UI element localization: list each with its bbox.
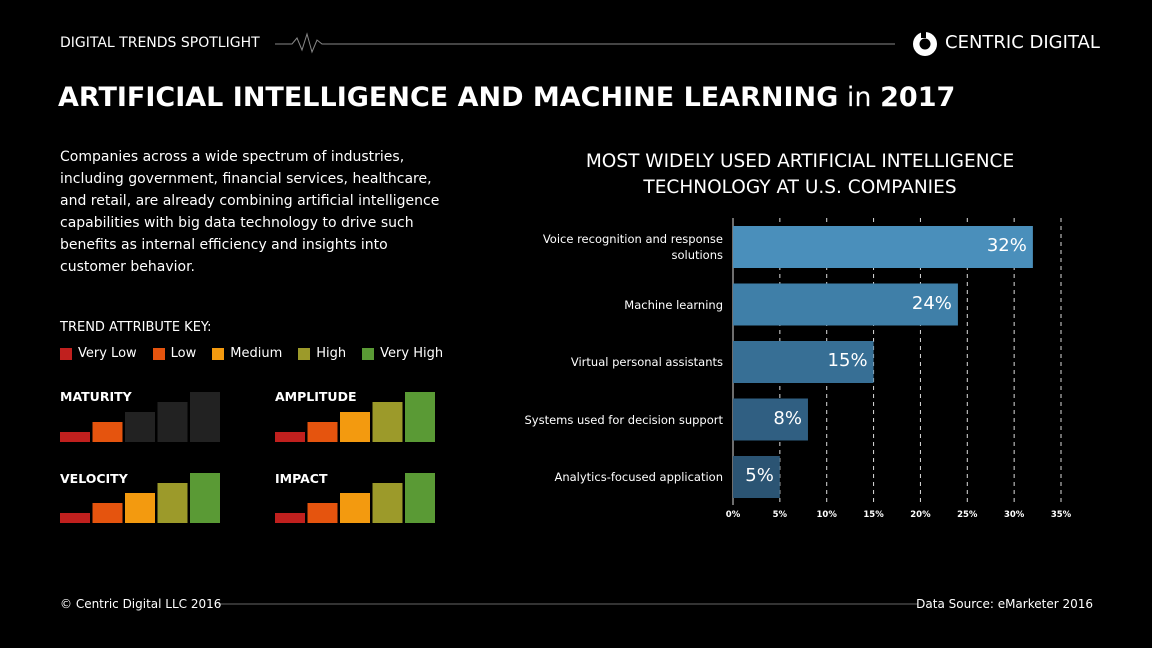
x-tick-label: 5%	[772, 510, 788, 520]
x-tick-label: 0%	[725, 510, 741, 520]
attribute-bar	[92, 422, 123, 442]
title-year: 2017	[880, 82, 956, 113]
brand: CENTRIC DIGITAL	[945, 32, 1100, 53]
header-rule	[275, 32, 895, 54]
key-item: Low	[152, 346, 197, 361]
attribute-bar	[125, 412, 155, 442]
attribute-bar	[157, 483, 188, 523]
logo-hole	[919, 38, 931, 50]
attribute-bar	[405, 473, 435, 523]
attribute-bar	[340, 412, 370, 442]
attribute-bar	[405, 392, 435, 442]
logo-cut	[921, 30, 926, 38]
title-connector: in	[846, 82, 872, 113]
key-label: High	[316, 346, 347, 361]
category-label: Systems used for decision support	[524, 412, 723, 427]
attribute-bar	[157, 402, 188, 442]
key-swatch	[298, 347, 311, 360]
x-tick-label: 15%	[863, 510, 884, 520]
category-label: Machine learning	[624, 297, 723, 312]
key-swatch	[152, 347, 165, 360]
attribute-name: IMPACT	[275, 471, 328, 486]
chart-title: MOST WIDELY USED ARTIFICIAL INTELLIGENCE…	[585, 151, 1015, 198]
attribute-bar	[190, 473, 220, 523]
category-label: Voice recognition and response solutions	[542, 232, 723, 262]
key-swatch	[362, 347, 375, 360]
attribute-bar	[275, 432, 305, 442]
attribute-bar	[92, 503, 123, 523]
value-label: 8%	[773, 407, 802, 429]
key: Very Low Low Medium High Very High	[60, 346, 443, 361]
source: Data Source: eMarketer 2016	[916, 597, 1093, 611]
attribute-bar	[307, 422, 338, 442]
attribute-bar	[372, 402, 403, 442]
value-label: 5%	[745, 465, 774, 486]
title-main: ARTIFICIAL INTELLIGENCE AND MACHINE LEAR…	[58, 82, 839, 113]
x-tick-label: 20%	[910, 510, 931, 520]
attribute-name: VELOCITY	[60, 471, 128, 486]
attribute-bar	[60, 513, 90, 523]
key-swatch	[60, 347, 72, 360]
attribute-bar	[125, 493, 155, 523]
x-tick-label: 35%	[1050, 510, 1072, 520]
bar	[733, 283, 958, 326]
x-tick-label: 30%	[1003, 510, 1025, 520]
attribute-bar	[307, 503, 338, 523]
key-item: Very Low	[60, 346, 137, 361]
header-label: DIGITAL TRENDS SPOTLIGHT	[60, 35, 260, 51]
bar	[733, 341, 874, 383]
value-label: 24%	[911, 292, 952, 314]
value-label: 15%	[827, 350, 868, 371]
key-label: Very High	[380, 346, 444, 361]
title: ARTIFICIAL INTELLIGENCE AND MACHINE LEAR…	[58, 82, 955, 113]
key-item: High	[298, 346, 346, 361]
attribute-bar	[340, 493, 370, 523]
attribute-name: AMPLITUDE	[275, 389, 357, 404]
attribute-bar	[372, 483, 403, 523]
key-label: Low	[170, 346, 197, 361]
key-item: Medium	[212, 346, 282, 361]
key-item: Very High	[362, 346, 443, 361]
bar	[733, 398, 808, 441]
attribute-bar	[275, 513, 305, 523]
value-label: 32%	[986, 235, 1027, 256]
key-swatch	[212, 347, 225, 360]
intro: Companies across a wide spectrum of indu…	[60, 149, 440, 275]
attribute-name: MATURITY	[60, 389, 132, 404]
category-label: Virtual personal assistants	[570, 355, 723, 369]
bar	[733, 226, 1033, 268]
x-tick-label: 10%	[816, 510, 837, 520]
attribute-bar	[190, 392, 220, 442]
key-title: TREND ATTRIBUTE KEY:	[60, 320, 212, 335]
copyright: © Centric Digital LLC 2016	[60, 597, 222, 611]
key-label: Medium	[230, 346, 283, 361]
key-label: Very Low	[78, 346, 137, 361]
bar	[733, 456, 780, 498]
x-tick-label: 25%	[957, 510, 978, 520]
category-label: Analytics-focused application	[554, 470, 723, 484]
attribute-bar	[60, 432, 90, 442]
